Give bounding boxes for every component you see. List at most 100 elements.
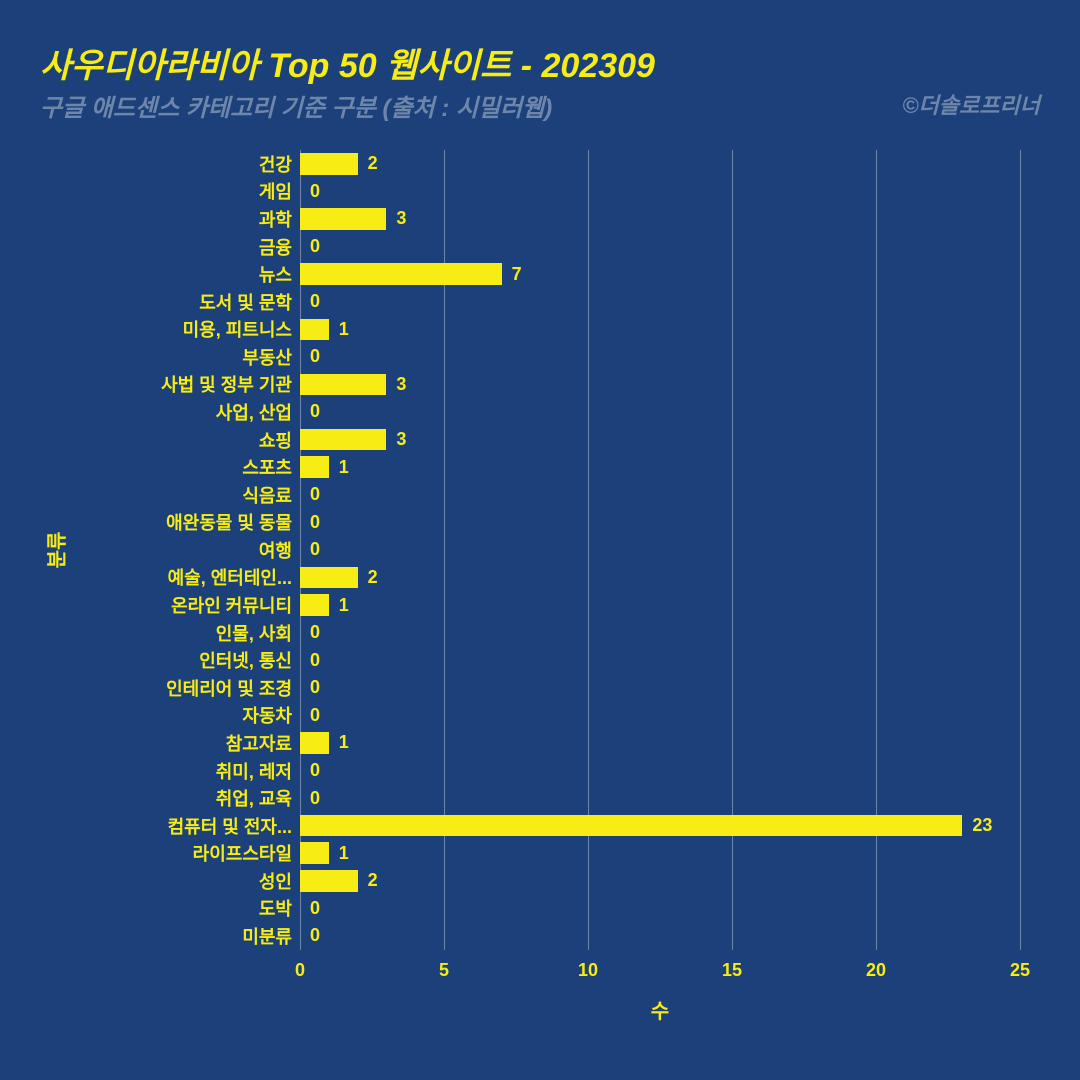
bar-value-label: 0 bbox=[300, 181, 320, 202]
category-label: 부동산 bbox=[242, 344, 300, 370]
bar-value-label: 7 bbox=[502, 264, 522, 285]
bar-row: 뉴스7 bbox=[300, 263, 1020, 285]
category-label: 여행 bbox=[259, 537, 300, 563]
category-label: 스포츠 bbox=[242, 454, 300, 480]
bar-row: 애완동물 및 동물0 bbox=[300, 512, 1020, 534]
bar-row: 사업, 산업0 bbox=[300, 401, 1020, 423]
bar-row: 미용, 피트니스1 bbox=[300, 319, 1020, 341]
category-label: 컴퓨터 및 전자... bbox=[168, 813, 300, 839]
bar-value-label: 0 bbox=[300, 650, 320, 671]
bar-row: 성인2 bbox=[300, 870, 1020, 892]
x-tick-label: 10 bbox=[578, 960, 598, 981]
bar-value-label: 0 bbox=[300, 512, 320, 533]
bar-row: 자동차0 bbox=[300, 705, 1020, 727]
bar-row: 건강2 bbox=[300, 153, 1020, 175]
bar bbox=[300, 208, 386, 230]
bar-value-label: 2 bbox=[358, 567, 378, 588]
category-label: 식음료 bbox=[242, 482, 300, 508]
x-tick-label: 25 bbox=[1010, 960, 1030, 981]
bar-row: 라이프스타일1 bbox=[300, 842, 1020, 864]
bar-row: 부동산0 bbox=[300, 346, 1020, 368]
bar-row: 참고자료1 bbox=[300, 732, 1020, 754]
category-label: 게임 bbox=[259, 178, 300, 204]
bar-value-label: 0 bbox=[300, 760, 320, 781]
chart-subtitle: 구글 애드센스 카테고리 기준 구분 (출처 : 시밀러웹) bbox=[40, 88, 552, 123]
category-label: 인물, 사회 bbox=[216, 620, 300, 646]
bar-row: 취업, 교육0 bbox=[300, 787, 1020, 809]
gridline bbox=[1020, 150, 1021, 950]
x-tick-label: 0 bbox=[295, 960, 305, 981]
category-label: 라이프스타일 bbox=[193, 840, 300, 866]
x-tick-label: 20 bbox=[866, 960, 886, 981]
category-label: 사법 및 정부 기관 bbox=[161, 371, 300, 397]
bar-value-label: 0 bbox=[300, 898, 320, 919]
bar bbox=[300, 456, 329, 478]
bar bbox=[300, 374, 386, 396]
bar bbox=[300, 732, 329, 754]
chart-credit: ©더솔로프리너 bbox=[902, 88, 1040, 120]
bar-row: 쇼핑3 bbox=[300, 429, 1020, 451]
bar-value-label: 0 bbox=[300, 705, 320, 726]
category-label: 취미, 레저 bbox=[216, 758, 300, 784]
bar-row: 인물, 사회0 bbox=[300, 622, 1020, 644]
bar-row: 여행0 bbox=[300, 539, 1020, 561]
plot-area: 건강2 게임0 과학3 금융0 뉴스7 도서 및 문학0 미용, 피트니스1 부동산0 사법 및… bbox=[300, 150, 1020, 950]
category-label: 참고자료 bbox=[226, 730, 300, 756]
category-label: 뉴스 bbox=[259, 261, 300, 287]
bar-value-label: 0 bbox=[300, 236, 320, 257]
bar-value-label: 0 bbox=[300, 788, 320, 809]
bar-row: 게임0 bbox=[300, 181, 1020, 203]
bar-value-label: 1 bbox=[329, 457, 349, 478]
bar-value-label: 0 bbox=[300, 401, 320, 422]
chart-card: 사우디아라비아 Top 50 웹사이트 - 202309 구글 애드센스 카테고… bbox=[0, 0, 1080, 1080]
category-label: 건강 bbox=[259, 151, 300, 177]
y-axis-title: 분류 bbox=[41, 532, 70, 569]
category-label: 취업, 교육 bbox=[216, 785, 300, 811]
category-label: 예술, 엔터테인... bbox=[168, 564, 300, 590]
category-label: 사업, 산업 bbox=[216, 399, 300, 425]
bar-row: 식음료0 bbox=[300, 484, 1020, 506]
bar-row: 취미, 레저0 bbox=[300, 760, 1020, 782]
bar-value-label: 1 bbox=[329, 732, 349, 753]
x-tick-label: 5 bbox=[439, 960, 449, 981]
bar bbox=[300, 842, 329, 864]
category-label: 과학 bbox=[259, 206, 300, 232]
bar-row: 미분류0 bbox=[300, 925, 1020, 947]
x-tick-label: 15 bbox=[722, 960, 742, 981]
bar-value-label: 3 bbox=[386, 429, 406, 450]
category-label: 온라인 커뮤니티 bbox=[171, 592, 300, 618]
x-axis-title: 수 bbox=[651, 995, 669, 1024]
bar bbox=[300, 263, 502, 285]
bar-value-label: 0 bbox=[300, 346, 320, 367]
bar-value-label: 1 bbox=[329, 319, 349, 340]
bar-row: 도박0 bbox=[300, 898, 1020, 920]
bar-value-label: 2 bbox=[358, 870, 378, 891]
category-label: 자동차 bbox=[242, 702, 300, 728]
category-label: 애완동물 및 동물 bbox=[166, 509, 300, 535]
bars-container: 건강2 게임0 과학3 금융0 뉴스7 도서 및 문학0 미용, 피트니스1 부동산0 사법 및… bbox=[300, 150, 1020, 950]
bar-row: 컴퓨터 및 전자...23 bbox=[300, 815, 1020, 837]
bar-value-label: 0 bbox=[300, 925, 320, 946]
plot-inner: 건강2 게임0 과학3 금융0 뉴스7 도서 및 문학0 미용, 피트니스1 부동산0 사법 및… bbox=[300, 150, 1020, 950]
bar-value-label: 0 bbox=[300, 622, 320, 643]
bar bbox=[300, 594, 329, 616]
bar-row: 과학3 bbox=[300, 208, 1020, 230]
bar-value-label: 2 bbox=[358, 153, 378, 174]
category-label: 쇼핑 bbox=[259, 427, 300, 453]
bar bbox=[300, 429, 386, 451]
bar-row: 사법 및 정부 기관3 bbox=[300, 374, 1020, 396]
bar-value-label: 23 bbox=[962, 815, 992, 836]
bar-row: 온라인 커뮤니티1 bbox=[300, 594, 1020, 616]
bar-row: 도서 및 문학0 bbox=[300, 291, 1020, 313]
bar-value-label: 0 bbox=[300, 677, 320, 698]
bar-row: 금융0 bbox=[300, 236, 1020, 258]
bar bbox=[300, 870, 358, 892]
category-label: 미용, 피트니스 bbox=[183, 316, 300, 342]
category-label: 도박 bbox=[259, 895, 300, 921]
bar-row: 예술, 엔터테인...2 bbox=[300, 567, 1020, 589]
bar-value-label: 1 bbox=[329, 843, 349, 864]
category-label: 성인 bbox=[259, 868, 300, 894]
bar-row: 인테리어 및 조경0 bbox=[300, 677, 1020, 699]
category-label: 금융 bbox=[259, 234, 300, 260]
bar-value-label: 0 bbox=[300, 484, 320, 505]
